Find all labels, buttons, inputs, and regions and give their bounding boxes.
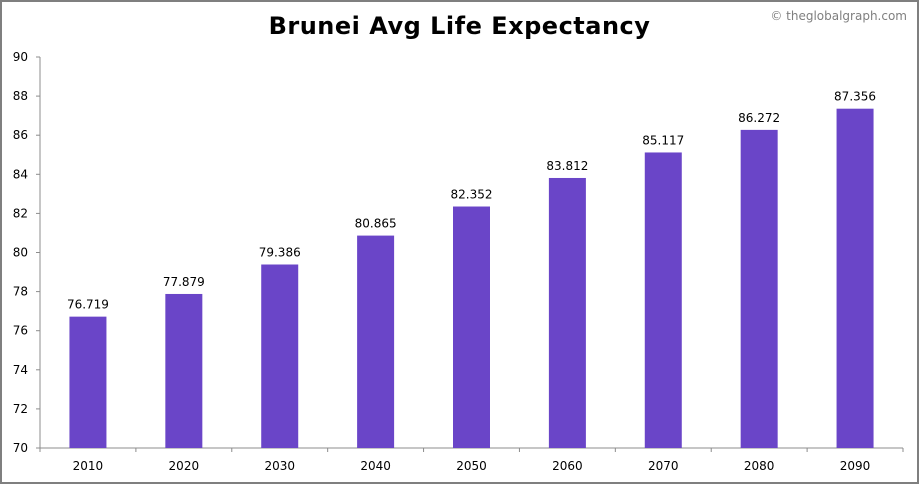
bar-2040	[357, 235, 395, 448]
data-label-2010: 76.719	[67, 298, 109, 312]
y-tick-label: 80	[13, 246, 28, 260]
y-tick-label: 82	[13, 206, 28, 220]
y-tick-label: 86	[13, 128, 28, 142]
bar-2080	[740, 129, 778, 449]
bars	[69, 108, 874, 449]
y-tick-label: 76	[13, 324, 28, 338]
y-tick-label: 84	[13, 167, 28, 181]
y-tick-label: 90	[13, 50, 28, 64]
y-tick-label: 72	[13, 402, 28, 416]
bar-2090	[836, 108, 874, 449]
x-tick-label-2020: 2020	[169, 459, 200, 473]
chart-title: Brunei Avg Life Expectancy	[268, 12, 651, 40]
x-tick-label-2040: 2040	[360, 459, 391, 473]
y-tick-label: 78	[13, 285, 28, 299]
watermark: © theglobalgraph.com	[770, 9, 907, 23]
data-label-2040: 80.865	[355, 217, 397, 231]
x-tick-label-2060: 2060	[552, 459, 583, 473]
bar-2060	[548, 177, 586, 448]
data-label-2060: 83.812	[546, 159, 588, 173]
y-tick-label: 74	[13, 363, 28, 377]
x-tick-label-2030: 2030	[264, 459, 295, 473]
data-label-2080: 86.272	[738, 111, 780, 125]
y-tick-label: 70	[13, 441, 28, 455]
x-tick-label-2080: 2080	[744, 459, 775, 473]
bar-2050	[453, 206, 490, 448]
data-labels: 76.719 77.879 79.386 80.865 82.352 83.812 85.1…	[67, 90, 876, 312]
bar-2020	[165, 293, 203, 448]
data-label-2020: 77.879	[163, 275, 205, 289]
data-label-2050: 82.352	[451, 188, 493, 202]
data-label-2090: 87.356	[834, 90, 876, 104]
data-label-2070: 85.117	[642, 133, 684, 147]
bar-2030	[261, 264, 299, 448]
x-tick-label-2050: 2050	[456, 459, 487, 473]
data-label-2030: 79.386	[259, 246, 301, 260]
x-tick-label-2070: 2070	[648, 459, 679, 473]
y-tick-label: 88	[13, 89, 28, 103]
bar-2070	[644, 152, 682, 448]
x-tick-label-2090: 2090	[840, 459, 871, 473]
bar-2010	[69, 316, 107, 448]
x-tick-label-2010: 2010	[73, 459, 104, 473]
